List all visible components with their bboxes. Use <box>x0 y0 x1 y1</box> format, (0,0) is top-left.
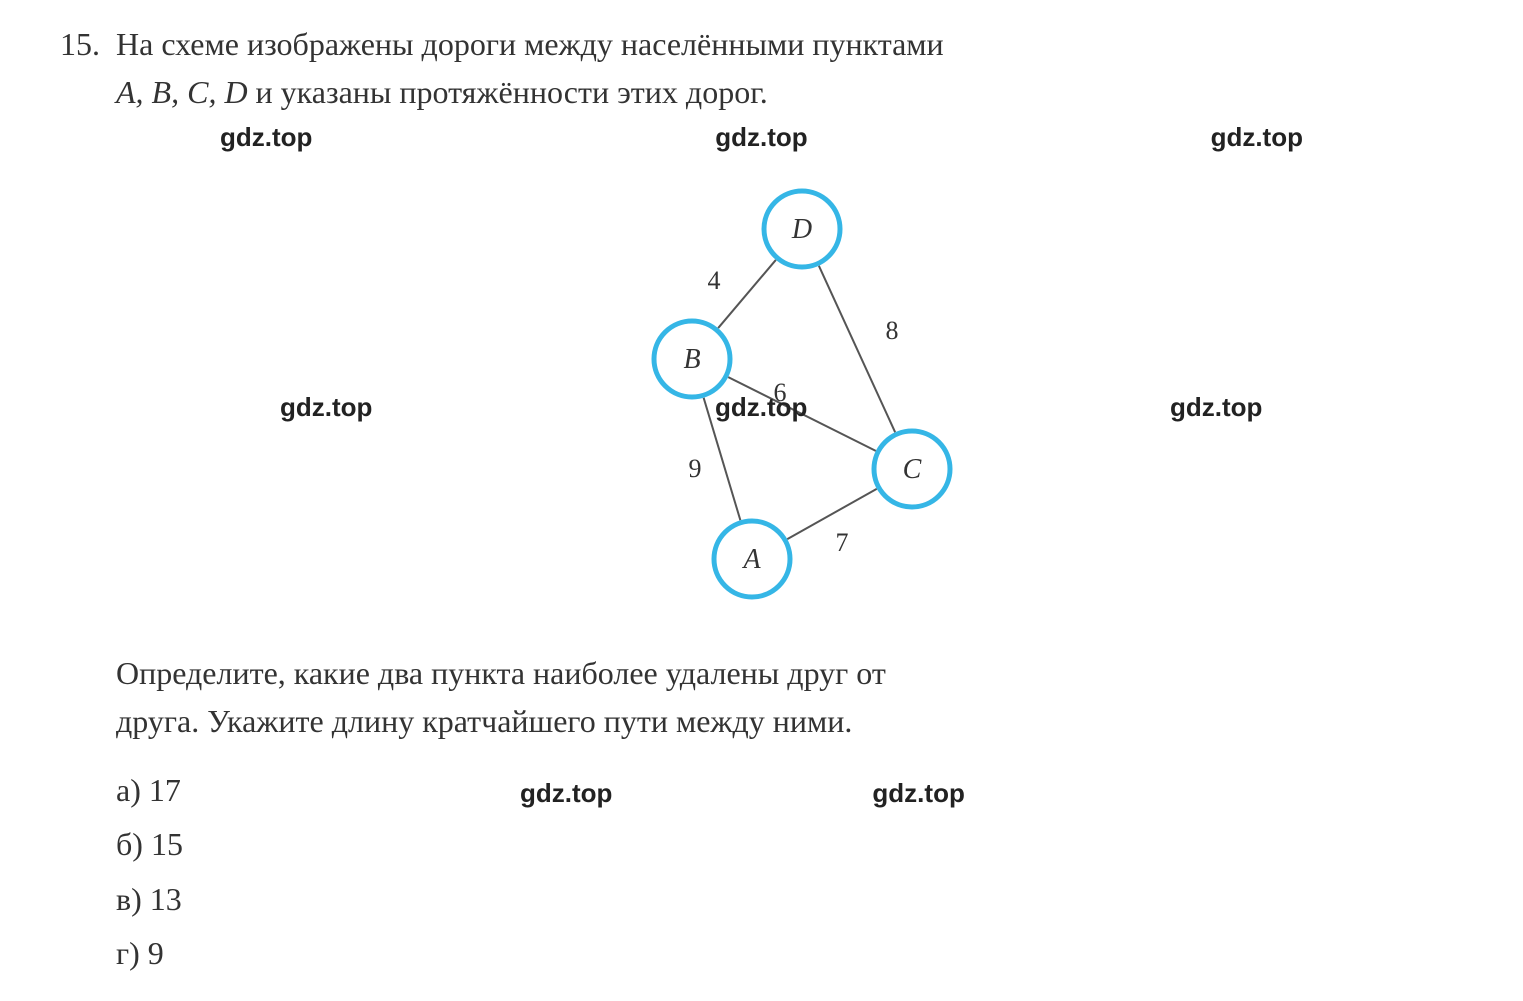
watermark: gdz.top <box>715 122 807 153</box>
problem-line2-suffix: и указаны протяжённости этих дорог. <box>248 74 768 110</box>
graph-edge <box>728 377 876 451</box>
node-label: A <box>741 544 761 575</box>
answer-option: г) 9 <box>116 926 1463 980</box>
graph-edge <box>818 266 894 432</box>
answer-value: 9 <box>148 935 164 971</box>
graph-edge <box>718 260 776 328</box>
answer-letter: б) <box>116 826 143 862</box>
question-text: Определите, какие два пункта наиболее уд… <box>60 649 1463 745</box>
watermark: gdz.top <box>220 122 312 153</box>
answer-letter: в) <box>116 881 142 917</box>
edge-weight: 9 <box>688 454 701 483</box>
page-root: 15.На схеме изображены дороги между насе… <box>0 0 1523 1001</box>
edge-weight: 4 <box>707 266 720 295</box>
problem-number: 15. <box>60 20 116 68</box>
problem-line1: На схеме изображены дороги между населён… <box>116 26 944 62</box>
graph-diagram: 4 8 6 9 7 D B C A <box>442 159 1082 619</box>
question-line1: Определите, какие два пункта наиболее уд… <box>116 655 886 691</box>
edge-weight: 6 <box>773 378 786 407</box>
answer-list: gdz.top gdz.top а) 17 б) 15 в) 13 г) 9 <box>60 763 1463 981</box>
edge-weight: 7 <box>835 528 848 557</box>
graph-edge <box>703 398 740 520</box>
problem-points: A, B, C, D <box>116 74 248 110</box>
answer-value: 13 <box>150 881 182 917</box>
node-label: C <box>902 454 921 485</box>
watermark: gdz.top <box>520 771 612 815</box>
node-label: B <box>683 344 700 375</box>
watermark-row-top: gdz.top gdz.top gdz.top <box>60 122 1463 153</box>
answer-value: 17 <box>149 772 181 808</box>
answer-letter: а) <box>116 772 141 808</box>
watermark: gdz.top <box>872 771 964 815</box>
answer-letter: г) <box>116 935 140 971</box>
answer-option: в) 13 <box>116 872 1463 926</box>
problem-statement: 15.На схеме изображены дороги между насе… <box>60 20 1463 116</box>
graph-edge <box>787 489 876 539</box>
watermark: gdz.top <box>1170 392 1262 423</box>
answer-option: б) 15 <box>116 817 1463 871</box>
edge-weight: 8 <box>885 316 898 345</box>
answer-value: 15 <box>151 826 183 862</box>
watermark: gdz.top <box>280 392 372 423</box>
diagram-container: 48697DBCA gdz.top gdz.top gdz.top <box>60 159 1463 639</box>
watermark-row-answers: gdz.top gdz.top <box>520 771 965 815</box>
question-line2: друга. Укажите длину кратчайшего пути ме… <box>116 703 852 739</box>
watermark: gdz.top <box>1211 122 1303 153</box>
node-label: D <box>790 214 811 245</box>
